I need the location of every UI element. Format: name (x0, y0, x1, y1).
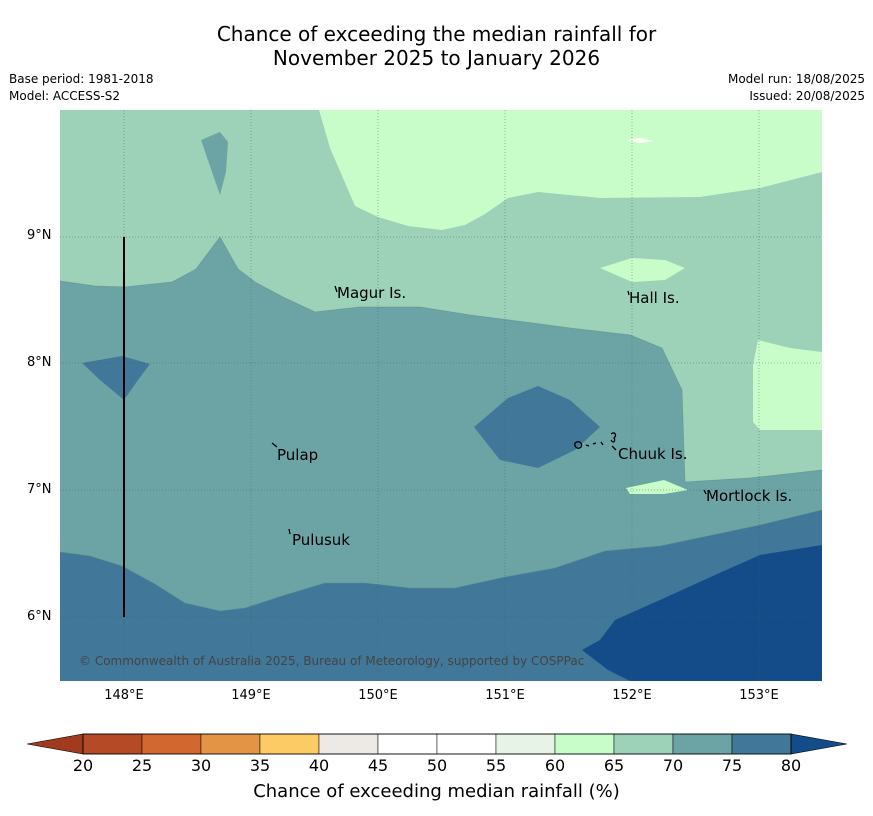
band-80-plus (582, 545, 822, 681)
band-55-60-patch (626, 138, 654, 143)
colorbar-tick-label: 30 (190, 756, 212, 775)
colorbar (26, 733, 848, 755)
place-magur: Magur Is. (337, 284, 406, 302)
island-pulusuk (288, 528, 291, 535)
colorbar-tick-label: 50 (426, 756, 448, 775)
place-pulusuk: Pulusuk (292, 531, 350, 549)
issued-text: Issued: 20/08/2025 (749, 89, 865, 103)
island-pulap (271, 442, 278, 448)
colorbar-cell (82, 733, 143, 755)
band-75-80-patch-chuuk (474, 386, 600, 468)
colorbar-cell (318, 733, 379, 755)
colorbar-cells (82, 733, 792, 755)
x-tick-148: 148°E (104, 688, 144, 703)
colorbar-tick-label: 20 (72, 756, 94, 775)
rainfall-map: Magur Is. Hall Is. Pulap Chuuk Is. Mortl… (60, 110, 822, 681)
x-tick-151: 151°E (485, 688, 525, 703)
colorbar-tick-label: 40 (308, 756, 330, 775)
colorbar-tick-label: 35 (249, 756, 271, 775)
y-tick-7n: 7°N (27, 482, 52, 497)
place-pulap: Pulap (277, 446, 318, 464)
map-title: Chance of exceeding the median rainfall … (0, 22, 873, 70)
colorbar-frame (82, 733, 792, 755)
colorbar-title: Chance of exceeding median rainfall (%) (253, 781, 620, 802)
band-65-70 (60, 110, 822, 482)
band-60-65-patch-south (626, 480, 688, 494)
y-tick-9n: 9°N (27, 228, 52, 243)
meta-left: Base period: 1981-2018 Model: ACCESS-S2 (9, 71, 154, 105)
colorbar-cell (731, 733, 792, 755)
band-70-75-patch-north (201, 132, 228, 195)
colorbar-cell (200, 733, 261, 755)
colorbar-cell (377, 733, 438, 755)
island-hall (627, 290, 630, 296)
colorbar-tick-label: 75 (721, 756, 743, 775)
colorbar-tick-label: 55 (485, 756, 507, 775)
colorbar-cell (554, 733, 615, 755)
title-line-2: November 2025 to January 2026 (272, 46, 601, 70)
band-60-65-patch-hall (600, 258, 685, 282)
colorbar-cell (259, 733, 320, 755)
band-60-65-north (319, 110, 822, 230)
model-run-text: Model run: 18/08/2025 (727, 72, 865, 86)
colorbar-tick-label: 60 (544, 756, 566, 775)
colorbar-over-arrow (790, 733, 848, 755)
colorbar-cell (141, 733, 202, 755)
copyright-text: © Commonwealth of Australia 2025, Bureau… (79, 654, 584, 668)
place-chuuk: Chuuk Is. (618, 445, 687, 463)
colorbar-cell (436, 733, 497, 755)
y-tick-6n: 6°N (27, 609, 52, 624)
island-marks (271, 285, 707, 535)
colorbar-cell (495, 733, 556, 755)
colorbar-tick-label: 45 (367, 756, 389, 775)
x-tick-153: 153°E (739, 688, 779, 703)
colorbar-tick-label: 65 (603, 756, 625, 775)
band-60-65-patch-east (753, 340, 822, 430)
colorbar-tick-label: 70 (662, 756, 684, 775)
y-tick-8n: 8°N (27, 355, 52, 370)
model-text: Model: ACCESS-S2 (9, 89, 121, 103)
x-tick-150: 150°E (358, 688, 398, 703)
x-tick-149: 149°E (231, 688, 271, 703)
title-line-1: Chance of exceeding the median rainfall … (216, 22, 657, 46)
band-75-80-patch-west (82, 356, 150, 400)
contour-lines (60, 236, 822, 612)
place-hall: Hall Is. (629, 289, 680, 307)
island-magur (334, 285, 338, 293)
colorbar-cell (613, 733, 674, 755)
meta-right: Model run: 18/08/2025 Issued: 20/08/2025 (728, 71, 865, 105)
colorbar-tick-label: 80 (780, 756, 802, 775)
place-mortlock: Mortlock Is. (706, 487, 792, 505)
colorbar-tick-label: 25 (131, 756, 153, 775)
island-mortlock (703, 489, 707, 495)
colorbar-under-arrow (26, 733, 84, 755)
base-period-text: Base period: 1981-2018 (9, 72, 154, 86)
island-chuuk (574, 432, 617, 451)
x-tick-152: 152°E (612, 688, 652, 703)
colorbar-cell (672, 733, 733, 755)
